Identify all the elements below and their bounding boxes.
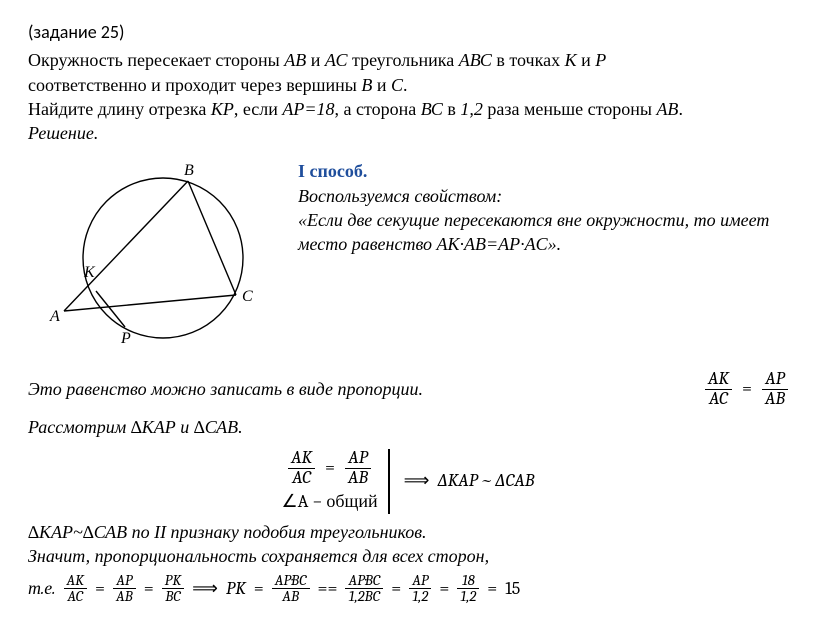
- solution-label: Решение.: [28, 121, 788, 145]
- diagram-cell: A B C K P: [28, 153, 298, 359]
- geometry-diagram: A B C K P: [28, 153, 288, 353]
- final-chain: т.е. AKAC = APAB = PKBC ⟹ PK = AP·BCAB =…: [28, 573, 788, 606]
- svg-text:P: P: [120, 330, 131, 347]
- premises-group: AKAC = APAB ∠A − общий: [282, 449, 390, 514]
- task-header: (задание 25): [28, 20, 788, 44]
- similarity-derivation: AKAC = APAB ∠A − общий ⟹ ∆KAP ~ ∆CAB: [28, 449, 788, 514]
- proportion-equation-right: AKAC = APAB: [705, 370, 788, 409]
- svg-text:C: C: [242, 288, 253, 305]
- method-1-header: I способ.: [298, 161, 367, 181]
- problem-line-2: соответственно и проходит через вершины …: [28, 73, 788, 97]
- secant-property-text: «Если две секущие пересекаются вне окруж…: [298, 208, 788, 257]
- implies-similarity: ⟹ ∆KAP ~ ∆CAB: [404, 469, 535, 493]
- similarity-conclusion: ∆KАР~∆САВ по II признаку подобия треугол…: [28, 520, 788, 544]
- proportion-statement: Это равенство можно записать в виде проп…: [28, 377, 423, 401]
- angle-common: ∠A − общий: [282, 490, 378, 514]
- proportion-statement-row: Это равенство можно записать в виде проп…: [28, 370, 788, 409]
- svg-text:K: K: [83, 264, 96, 281]
- problem-line-3: Найдите длину отрезка KР, если АР=18, а …: [28, 97, 788, 121]
- use-property: Воспользуемся свойством:: [298, 184, 788, 208]
- consider-triangles: Рассмотрим ∆KАР и ∆САВ.: [28, 415, 788, 439]
- means-proportional: Значит, пропорциональность сохраняется д…: [28, 544, 788, 568]
- svg-text:A: A: [49, 308, 60, 325]
- method-text-cell: I способ. Воспользуемся свойством: «Если…: [298, 153, 788, 256]
- problem-line-1: Окружность пересекает стороны АВ и АС тр…: [28, 48, 788, 72]
- diagram-and-method-row: A B C K P I способ. Воспользуемся свойством:…: [28, 153, 788, 359]
- svg-text:B: B: [184, 162, 194, 179]
